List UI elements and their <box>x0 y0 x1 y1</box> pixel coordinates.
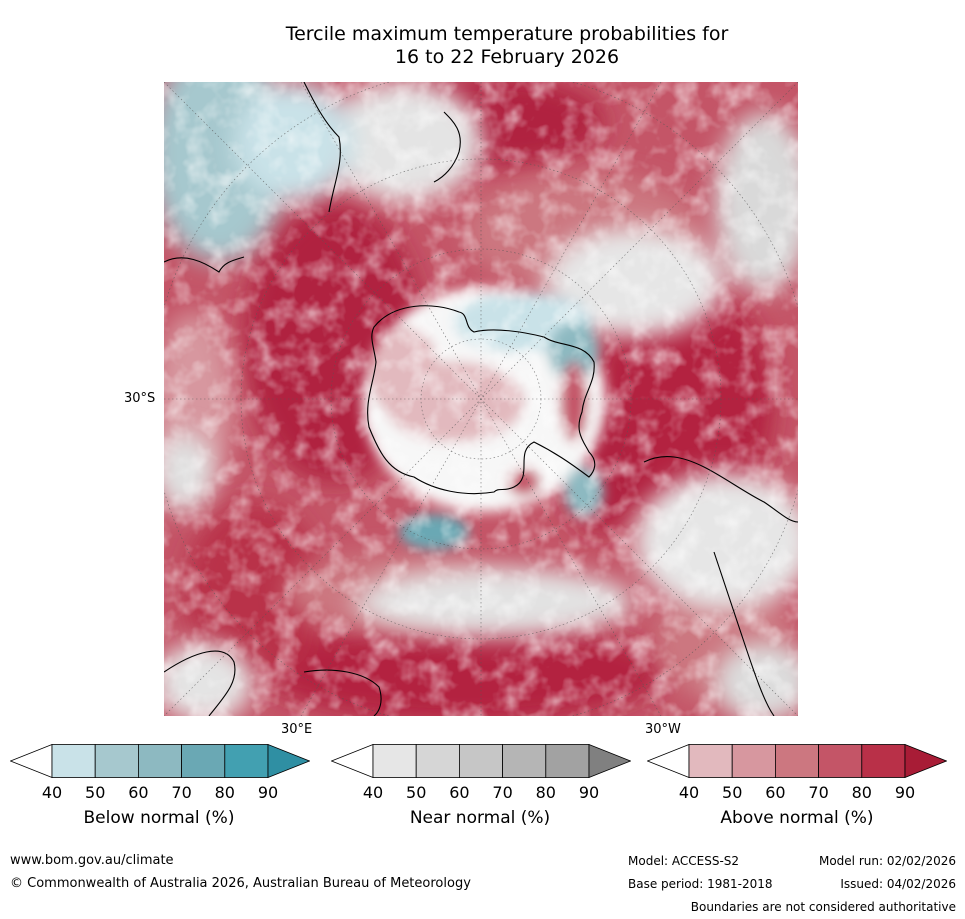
colorbar-tick-label: 60 <box>765 783 786 802</box>
colorbar-segment <box>94 744 139 778</box>
colorbar-tick-label: 60 <box>449 783 470 802</box>
colorbar-tick-label: 40 <box>678 783 700 802</box>
colorbar-graphic <box>331 744 631 778</box>
colorbar-segment <box>137 744 182 778</box>
probability-map <box>164 82 798 716</box>
colorbar-tick-label: 60 <box>128 783 149 802</box>
colorbar-tick-label: 50 <box>406 783 427 802</box>
colorbar-graphic <box>10 744 310 778</box>
lon-label-west: 30°W <box>645 722 681 737</box>
australia-coast-south <box>713 551 775 716</box>
website-link[interactable]: www.bom.gov.au/climate <box>10 853 174 868</box>
colorbar-segment <box>774 744 819 778</box>
colorbar-tick-label: 40 <box>41 783 63 802</box>
colorbar-tick-label: 70 <box>808 783 829 802</box>
colorbar-near-normal <box>331 744 631 778</box>
colorbar-high-extend <box>904 744 947 778</box>
colorbar-segment <box>458 744 503 778</box>
map-canvas <box>164 82 798 716</box>
colorbar-above-normal <box>647 744 947 778</box>
colorbar-high-extend <box>267 744 310 778</box>
colorbar-tick-label: 90 <box>578 783 600 802</box>
colorbar-tick-label: 40 <box>362 783 384 802</box>
model-run-date: Model run: 02/02/2026 <box>818 854 956 868</box>
colorbar-segment <box>861 744 906 778</box>
colorbar-segment <box>181 744 226 778</box>
colorbar-segment <box>415 744 460 778</box>
africa-coast-2 <box>303 669 382 716</box>
colorbar-label-near: Near normal (%) <box>409 808 551 828</box>
colorbar-low-extend <box>331 744 374 778</box>
map-title-line2: 16 to 22 February 2026 <box>394 46 620 68</box>
colorbar-tick-label: 70 <box>492 783 513 802</box>
colorbar-tick-label: 90 <box>257 783 279 802</box>
africa-coast <box>164 650 236 716</box>
colorbar-tick-label: 90 <box>894 783 916 802</box>
issued-date: Issued: 04/02/2026 <box>840 877 956 891</box>
boundaries-disclaimer: Boundaries are not considered authoritat… <box>690 900 956 914</box>
australia-coast <box>643 456 798 523</box>
antarctica-coastline <box>367 305 596 495</box>
graticule <box>164 82 798 716</box>
copyright-notice: © Commonwealth of Australia 2026, Austra… <box>10 876 471 891</box>
colorbar-low-extend <box>647 744 690 778</box>
colorbar-below-normal <box>10 744 310 778</box>
colorbar-segment <box>224 744 269 778</box>
colorbar-low-extend <box>10 744 53 778</box>
lat-label: 30°S <box>124 391 156 406</box>
colorbar-segment <box>372 744 417 778</box>
south-america-coast <box>164 256 245 273</box>
colorbar-tick-label: 80 <box>535 783 556 802</box>
map-title-line1: Tercile maximum temperature probabilitie… <box>285 23 729 45</box>
colorbar-graphic <box>647 744 947 778</box>
south-america-tip <box>303 82 341 213</box>
colorbar-segment <box>502 744 547 778</box>
colorbar-tick-label: 80 <box>214 783 235 802</box>
coastlines <box>164 82 798 716</box>
colorbar-segment <box>688 744 733 778</box>
lon-label-east: 30°E <box>281 722 313 737</box>
colorbar-segment <box>731 744 776 778</box>
colorbar-segment <box>545 744 590 778</box>
model-name: Model: ACCESS-S2 <box>628 854 740 868</box>
base-period: Base period: 1981-2018 <box>628 877 773 891</box>
colorbar-segment <box>818 744 863 778</box>
colorbar-tick-label: 50 <box>722 783 743 802</box>
colorbar-segment <box>51 744 96 778</box>
colorbar-tick-label: 50 <box>85 783 106 802</box>
colorbar-label-below: Below normal (%) <box>83 808 235 828</box>
colorbar-tick-label: 70 <box>171 783 192 802</box>
colorbar-label-above: Above normal (%) <box>720 808 874 828</box>
colorbar-high-extend <box>588 744 631 778</box>
island-coast <box>433 111 461 183</box>
colorbar-tick-label: 80 <box>851 783 872 802</box>
